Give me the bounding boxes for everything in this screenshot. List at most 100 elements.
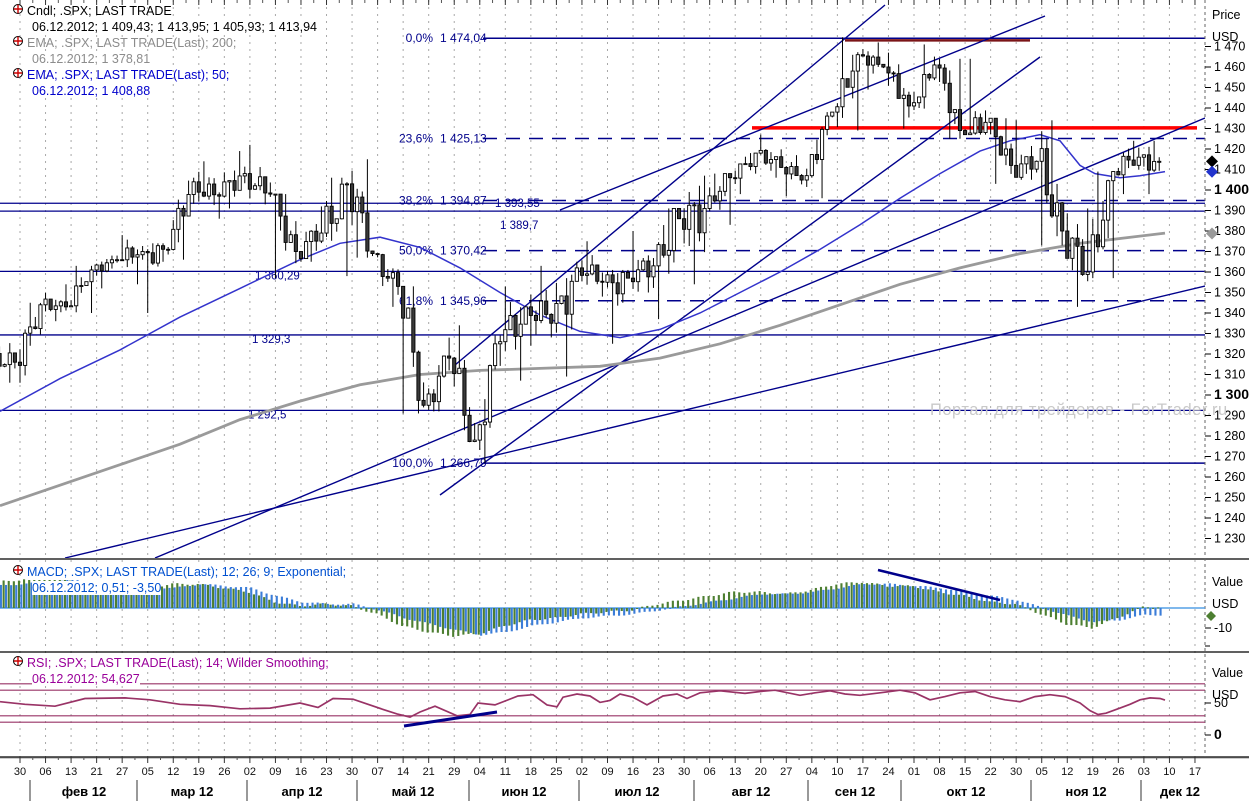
watermark: Портал для трейдеров - ForTrader.ru — [930, 401, 1228, 419]
trendlines-layer[interactable] — [64, 4, 1205, 558]
legend-macd-values: 06.12.2012; 0,51; -3,50 — [32, 581, 162, 595]
ema50-line — [0, 133, 1166, 413]
price-tick-label: 1 270 — [1214, 450, 1245, 464]
legend-rsi[interactable]: RSI; .SPX; LAST TRADE(Last); 14; Wilder … — [12, 655, 329, 687]
week-tick-label: 29 — [448, 766, 460, 778]
macd-tick-label: -10 — [1214, 621, 1232, 635]
resistance-lines-layer — [752, 39, 1197, 130]
fib-price-label: 1 425,13 — [440, 131, 487, 145]
price-tick-label: 1 330 — [1214, 327, 1245, 341]
week-tick-label: 09 — [601, 766, 613, 778]
fib-pct-label: 50,0% — [399, 244, 433, 258]
month-label: авг 12 — [732, 784, 771, 799]
week-tick-label: 26 — [218, 766, 230, 778]
rsi-tick-label: 0 — [1214, 726, 1222, 742]
level-label: 1 360,29 — [255, 270, 300, 282]
level-label: 1 389,7 — [500, 220, 538, 232]
fib-pct-label: 61,8% — [399, 294, 433, 308]
fib-pct-label: 23,6% — [399, 131, 433, 145]
last-value-marker — [1206, 165, 1218, 178]
rsi-axis[interactable]: 50 0 — [1205, 696, 1228, 742]
month-label: фев 12 — [62, 784, 107, 799]
rsi-layer — [0, 683, 1205, 728]
week-tick-label: 14 — [397, 766, 409, 778]
price-tick-label: 1 310 — [1214, 368, 1245, 382]
legend-candle[interactable]: Cndl; .SPX; LAST TRADE 06.12.2012; 1 409… — [12, 3, 317, 35]
panel-frame-layer — [0, 0, 1249, 758]
price-tick-label: 1 240 — [1214, 511, 1245, 525]
legend-rsi-values: 06.12.2012; 54,627 — [32, 672, 140, 686]
price-tick-label: 1 260 — [1214, 470, 1245, 484]
week-tick-label: 25 — [550, 766, 562, 778]
gridlines-layer — [19, 0, 1196, 757]
week-tick-label: 06 — [704, 766, 716, 778]
indicator-icon — [12, 68, 25, 81]
macd-axis[interactable]: -10 — [1205, 611, 1232, 647]
last-value-marker — [1206, 155, 1218, 168]
level-label: 1 329,3 — [252, 334, 290, 346]
fib-price-label: 1 474,04 — [440, 31, 487, 45]
last-value-marker — [1206, 227, 1218, 240]
week-tick-label: 04 — [806, 766, 818, 778]
week-tick-label: 16 — [295, 766, 307, 778]
rsi-tick-label: 50 — [1214, 696, 1228, 710]
week-tick-label: 24 — [882, 766, 894, 778]
week-tick-label: 21 — [423, 766, 435, 778]
week-tick-label: 30 — [346, 766, 358, 778]
fib-pct-label: 0,0% — [406, 31, 434, 45]
legend-macd[interactable]: MACD; .SPX; LAST TRADE(Last); 12; 26; 9;… — [12, 564, 347, 596]
price-tick-label: 1 410 — [1214, 163, 1245, 177]
week-tick-label: 02 — [576, 766, 588, 778]
price-tick-label: 1 390 — [1214, 204, 1245, 218]
legend-ema50-values: 06.12.2012; 1 408,88 — [32, 84, 151, 98]
legend-candle-values: 06.12.2012; 1 409,43; 1 413,95; 1 405,93… — [32, 20, 317, 34]
time-axis[interactable]: 30 06 13 21 27 05 12 19 26 02 09 16 23 30 07 14 21 29 04 11… — [0, 757, 1249, 801]
price-axis[interactable]: 1 470 1 460 1 450 1 440 1 430 1 420 1 410 1 400… — [1205, 40, 1249, 546]
price-tick-label: 1 360 — [1214, 265, 1245, 279]
month-label: ноя 12 — [1065, 784, 1106, 799]
price-tick-label: 1 340 — [1214, 306, 1245, 320]
week-tick-label: 06 — [39, 766, 51, 778]
price-tick-label: 1 320 — [1214, 347, 1245, 361]
price-tick-label: 1 300 — [1214, 386, 1249, 402]
ema200-line — [0, 231, 1166, 508]
week-tick-label: 12 — [1061, 766, 1073, 778]
week-tick-label: 19 — [193, 766, 205, 778]
week-tick-label: 18 — [525, 766, 537, 778]
week-tick-label: 07 — [371, 766, 383, 778]
legend-ema200[interactable]: EMA; .SPX; LAST TRADE(Last); 200; 06.12.… — [12, 35, 236, 67]
fib-price-label: 1 345,96 — [440, 294, 487, 308]
week-tick-label: 04 — [474, 766, 486, 778]
indicator-icon — [12, 36, 25, 49]
rsi-axis-title: Value — [1212, 666, 1244, 680]
indicator-icon — [12, 4, 25, 17]
week-tick-label: 26 — [1112, 766, 1124, 778]
fib-price-label: 1 394,87 — [440, 194, 487, 208]
legend-ema200-title: EMA; .SPX; LAST TRADE(Last); 200; — [27, 36, 237, 50]
week-tick-label: 27 — [116, 766, 128, 778]
price-tick-label: 1 250 — [1214, 491, 1245, 505]
week-tick-label: 23 — [652, 766, 664, 778]
week-tick-label: 30 — [14, 766, 26, 778]
price-tick-label: 1 290 — [1214, 409, 1245, 423]
month-label: окт 12 — [947, 784, 986, 799]
week-tick-label: 17 — [857, 766, 869, 778]
week-tick-label: 01 — [908, 766, 920, 778]
week-tick-label: 12 — [167, 766, 179, 778]
price-tick-label: 1 350 — [1214, 286, 1245, 300]
fib-pct-label: 38,2% — [399, 194, 433, 208]
month-label: мар 12 — [171, 784, 214, 799]
week-tick-label: 11 — [500, 766, 511, 778]
week-tick-label: 17 — [1189, 766, 1201, 778]
legend-ema50[interactable]: EMA; .SPX; LAST TRADE(Last); 50; 06.12.2… — [12, 67, 229, 99]
month-label: апр 12 — [281, 784, 322, 799]
price-tick-label: 1 370 — [1214, 245, 1245, 259]
price-tick-label: 1 460 — [1214, 60, 1245, 74]
month-label: дек 12 — [1160, 784, 1200, 799]
macd-axis-title: Value — [1212, 575, 1244, 589]
week-tick-label: 30 — [1010, 766, 1022, 778]
week-tick-label: 23 — [320, 766, 332, 778]
week-tick-label: 05 — [142, 766, 154, 778]
